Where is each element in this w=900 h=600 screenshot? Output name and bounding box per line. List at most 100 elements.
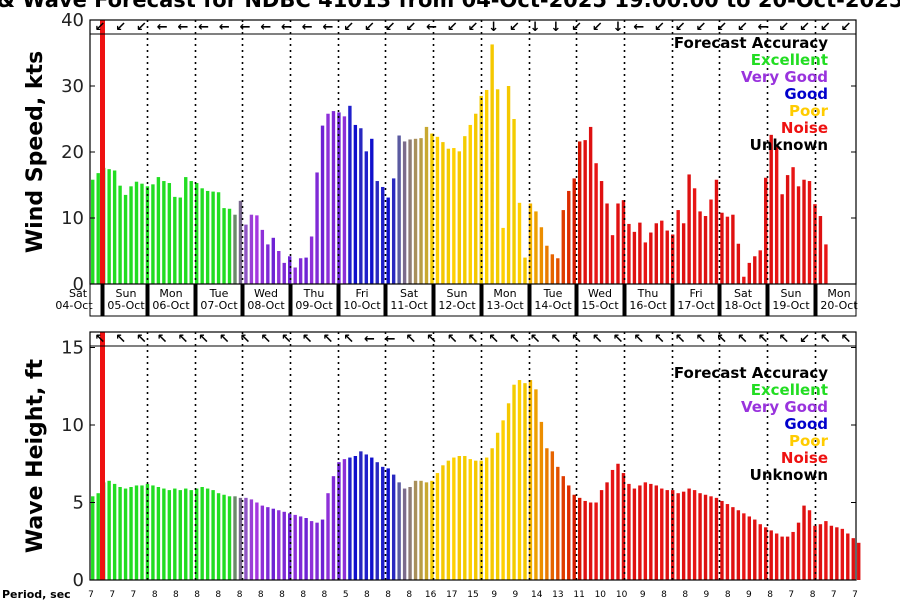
period-value: 5 [343, 590, 349, 600]
wave-bar [638, 485, 642, 580]
direction-arrow-icon: ← [633, 20, 644, 35]
accuracy-legend-entry: Very Good [741, 398, 828, 416]
period-value: 15 [467, 590, 478, 600]
period-value: 7 [852, 590, 858, 600]
period-value: 14 [531, 590, 543, 600]
wave-bar [835, 527, 839, 580]
direction-arrow-icon: ↙ [778, 20, 789, 35]
direction-arrow-icon: ↖ [136, 332, 147, 347]
day-of-week-label: Sun [781, 287, 802, 300]
wind-bar [424, 126, 429, 284]
wind-bar [435, 136, 440, 284]
wave-bar [829, 525, 834, 580]
wind-bar [140, 183, 144, 284]
day-of-week-label: Tue [543, 287, 563, 300]
wind-bar [129, 186, 133, 284]
wind-bar [91, 179, 95, 284]
wind-bar [227, 208, 232, 284]
wave-bar [468, 459, 472, 580]
wind-bar [769, 134, 773, 284]
wave-bar [200, 487, 204, 580]
wave-bar [195, 488, 199, 580]
wind-bar [616, 203, 620, 284]
wind-bar [402, 141, 407, 284]
wind-bar [96, 173, 100, 284]
wind-bar [671, 234, 675, 284]
wind-bar [714, 179, 719, 284]
wave-bar [320, 519, 325, 580]
wave-bar [736, 510, 741, 580]
wave-bar [424, 482, 429, 580]
wind-bar [145, 186, 150, 284]
direction-arrow-icon: ↖ [778, 332, 789, 347]
wind-bar [561, 210, 565, 284]
wind-bar [408, 139, 412, 284]
period-value: 9 [746, 590, 752, 600]
wave-bar [649, 483, 653, 580]
period-value: 9 [640, 590, 646, 600]
wave-bar [408, 487, 412, 580]
wind-bar [457, 151, 462, 284]
wave-bar [621, 473, 626, 580]
direction-arrow-icon: ↙ [343, 20, 354, 35]
direction-arrow-icon: ↖ [115, 332, 126, 347]
period-value: 8 [661, 590, 667, 600]
direction-arrow-icon: ↖ [592, 332, 603, 347]
period-value: 8 [385, 590, 391, 600]
day-of-week-label: Tue [209, 287, 229, 300]
wind-bar [342, 116, 347, 284]
wind-bar [824, 244, 828, 284]
wind-bar [796, 186, 801, 284]
wave-bar [764, 527, 768, 580]
direction-arrow-icon: ↖ [177, 332, 188, 347]
wave-bar [534, 389, 538, 580]
day-of-week-label: Sat [734, 287, 753, 300]
direction-arrow-icon: ← [385, 332, 396, 347]
wave-bar [309, 521, 314, 580]
wave-bar [271, 508, 275, 580]
wind-bar [709, 199, 713, 284]
wind-bar [572, 178, 576, 284]
wind-bar [353, 124, 358, 284]
wave-bar [572, 494, 576, 580]
wave-bar [419, 480, 423, 580]
wind-bar [780, 194, 784, 284]
wave-bar [167, 490, 172, 580]
wave-bar [342, 459, 347, 580]
date-label: 12-Oct [438, 299, 476, 312]
accuracy-legend-entry: Poor [789, 432, 829, 450]
wind-bar [173, 196, 177, 284]
wind-bar [698, 211, 702, 284]
wind-bar [249, 214, 254, 284]
period-value: 8 [300, 590, 306, 600]
period-value: 7 [109, 590, 115, 600]
accuracy-legend-entry: Good [784, 85, 828, 103]
direction-arrow-icon: ← [322, 20, 333, 35]
wind-bar [134, 181, 139, 284]
day-of-week-label: Sat [400, 287, 419, 300]
accuracy-legend-title: Forecast Accuracy [674, 364, 828, 382]
direction-arrow-icon: ↙ [820, 20, 831, 35]
wave-bar [216, 493, 221, 580]
wave-bar [457, 456, 462, 580]
wave-bar [151, 485, 155, 580]
wave-bar [359, 451, 363, 580]
direction-arrow-icon: ↖ [550, 332, 561, 347]
date-label: 18-Oct [724, 299, 762, 312]
wind-bar [692, 188, 697, 284]
wind-bar [123, 194, 128, 284]
wave-bar [156, 487, 161, 580]
date-label: 19-Oct [772, 299, 810, 312]
direction-arrow-icon: ↖ [737, 332, 748, 347]
wind-bar [506, 86, 511, 284]
direction-arrow-icon: ↙ [468, 20, 479, 35]
wave-bar [282, 511, 286, 580]
day-of-week-label: Fri [689, 287, 702, 300]
wave-bar [413, 480, 418, 580]
wave-bar [129, 487, 133, 580]
wave-bar [238, 497, 243, 580]
wave-bar [567, 485, 571, 580]
wave-bar [807, 510, 812, 580]
date-label: 16-Oct [629, 299, 667, 312]
period-value: 11 [573, 590, 584, 600]
